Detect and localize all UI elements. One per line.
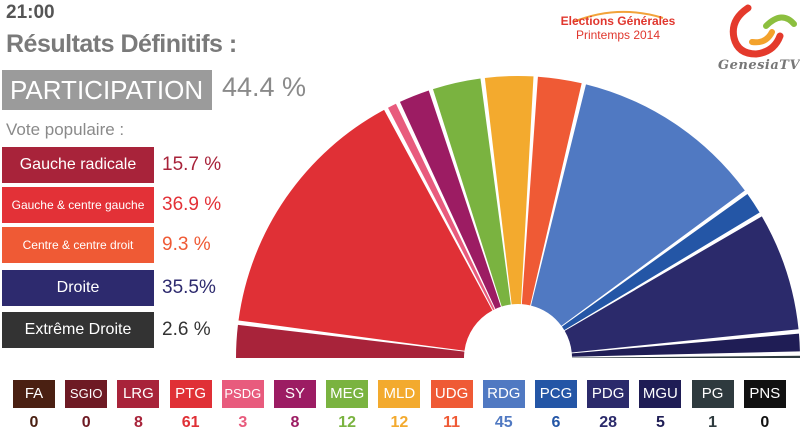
hemicycle-sector-udg <box>521 76 582 306</box>
party-seat-count: 8 <box>133 414 143 431</box>
event-arc-icon <box>572 10 664 23</box>
party-seat-count: 3 <box>238 414 248 431</box>
party-code: PCG <box>535 380 577 408</box>
vote-category-label: Centre & centre droit <box>2 227 154 263</box>
party-code: RDG <box>482 380 525 408</box>
hemicycle-sector-mld <box>484 76 534 305</box>
party-seat-count: 0 <box>81 414 91 431</box>
party-seat-count: 0 <box>29 414 39 431</box>
party-seat-count: 61 <box>181 414 200 431</box>
hemicycle-sector-psdg <box>388 103 495 311</box>
party-seat-count: 12 <box>390 414 409 431</box>
hemicycle-sector-mgu <box>571 333 800 357</box>
party-code: MGU <box>639 380 682 408</box>
party-seat-count: 5 <box>655 414 665 431</box>
party-seat-count: 45 <box>494 414 513 431</box>
party-code: PTG <box>169 380 212 408</box>
participation-value: 44.4 % <box>222 72 307 102</box>
vote-category-label: Gauche & centre gauche <box>2 187 154 223</box>
event-title: Elections Générales <box>560 14 676 28</box>
vote-category-label: Extrême Droite <box>2 312 154 348</box>
party-code: PG <box>691 380 734 408</box>
party-code: MLD <box>378 380 421 408</box>
party-seat-count: 0 <box>760 414 770 431</box>
hemicycle-sector-ptg <box>238 109 493 351</box>
party-code: SY <box>274 380 316 408</box>
vote-category-value: 15.7 % <box>162 154 222 175</box>
hemicycle-sector-lrg <box>236 324 465 358</box>
genesia-logo-icon <box>729 4 797 58</box>
vote-category-value: 36.9 % <box>162 194 222 215</box>
party-code: FA <box>13 380 55 408</box>
party-code: SGIO <box>65 380 108 408</box>
party-seat-count: 28 <box>599 414 618 431</box>
party-code: MEG <box>326 380 369 408</box>
party-seat-count: 12 <box>338 414 357 431</box>
party-seat-count: 8 <box>290 414 300 431</box>
vote-category-label: Gauche radicale <box>2 147 154 183</box>
hemicycle-sector-meg <box>432 78 511 307</box>
party-code: UDG <box>430 380 473 408</box>
party-code: PSDG <box>221 380 264 408</box>
hemicycle-sector-pdg <box>564 216 799 353</box>
page-title: Résultats Définitifs : <box>6 30 237 58</box>
vote-category-value: 35.5% <box>162 277 216 298</box>
vote-category-value: 9.3 % <box>162 234 211 255</box>
event-subtitle: Printemps 2014 <box>575 28 661 42</box>
party-code: PDG <box>587 380 630 408</box>
vote-section-label: Vote populaire : <box>6 120 125 139</box>
hemicycle-sector-sy <box>399 90 501 309</box>
party-code: LRG <box>117 380 160 408</box>
vote-category-value: 2.6 % <box>162 319 211 340</box>
hemicycle-sector-pcg <box>561 194 760 331</box>
party-seat-count: 1 <box>708 414 718 431</box>
hemicycle-sector-pg <box>571 355 800 358</box>
brand-name: GenesiaTV <box>718 58 800 73</box>
vote-category-label: Droite <box>2 270 154 306</box>
party-code: PNS <box>743 380 786 408</box>
hemicycle-sector-rdg <box>531 84 745 326</box>
time-label: 21:00 <box>6 2 55 23</box>
event-logo: Elections Générales Printemps 2014 <box>555 14 681 42</box>
party-seat-count: 6 <box>551 414 561 431</box>
party-seat-count: 11 <box>443 414 461 431</box>
participation-label: PARTICIPATION <box>2 70 212 110</box>
